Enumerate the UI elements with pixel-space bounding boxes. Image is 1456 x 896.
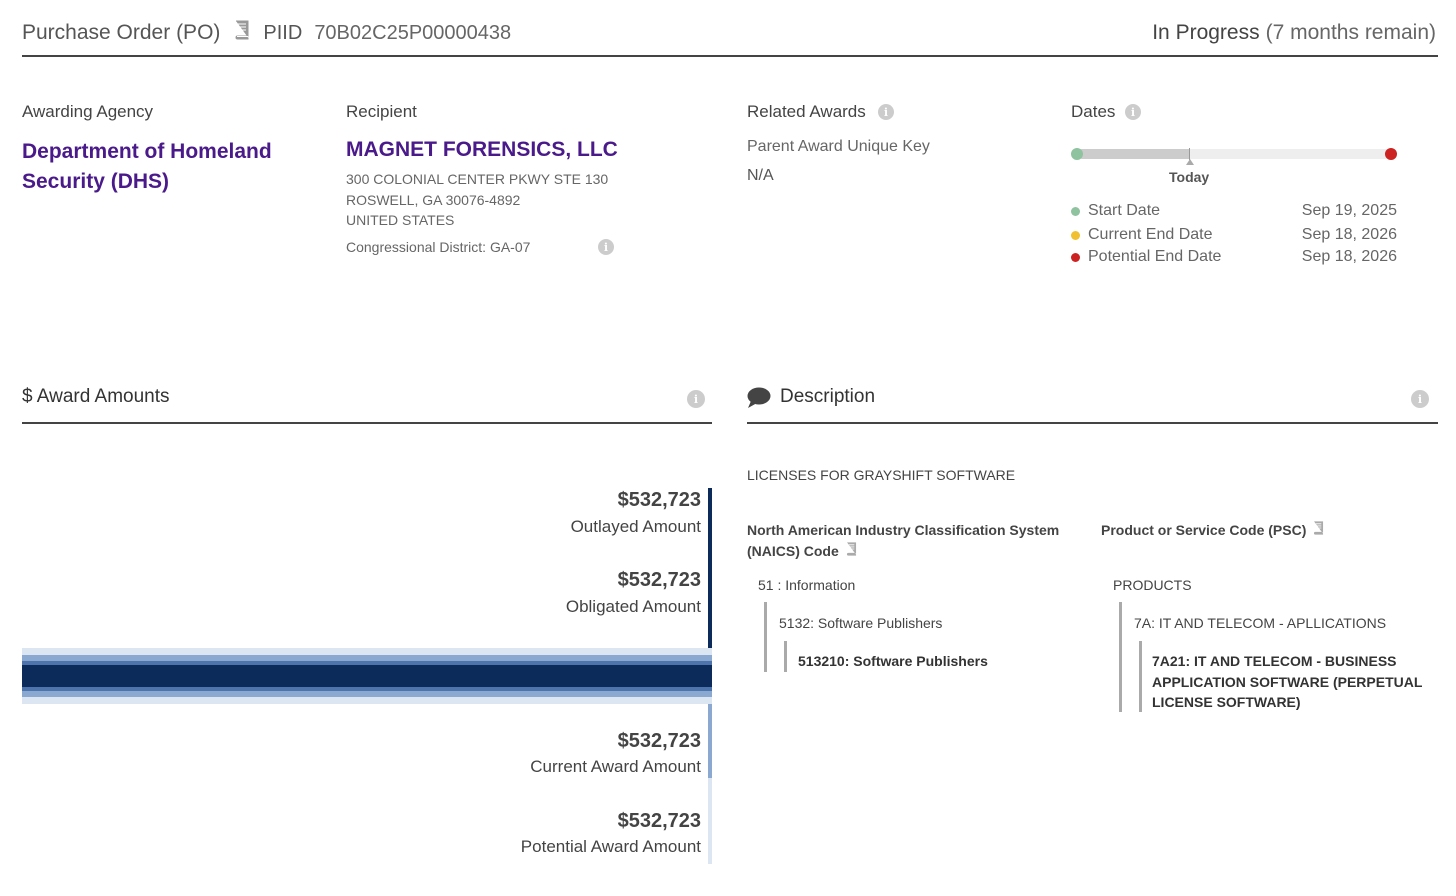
related-awards-info-icon[interactable]: i (878, 104, 894, 120)
congressional-district-info-icon[interactable]: i (598, 239, 614, 255)
awarding-agency-link[interactable]: Department of Homeland Security (DHS) (22, 137, 322, 197)
award-amounts-info-icon[interactable]: i (687, 390, 705, 408)
book-icon[interactable] (1312, 520, 1325, 541)
date-label: Potential End Date (1088, 248, 1222, 265)
date-value: Sep 18, 2026 (1301, 226, 1397, 243)
psc-level1: PRODUCTS (1113, 577, 1192, 593)
timeline-end-marker (1385, 148, 1397, 160)
psc-tree-line-1 (1119, 602, 1122, 712)
description-text: LICENSES FOR GRAYSHIFT SOFTWARE (747, 467, 1016, 483)
today-arrow-icon (1186, 159, 1194, 165)
speech-bubble-icon (747, 387, 771, 414)
status-remaining: (7 months remain) (1265, 21, 1436, 44)
psc-heading-text: Product or Service Code (PSC) (1101, 522, 1307, 538)
naics-tree-line-1 (764, 602, 767, 672)
award-header: Purchase Order (PO) PIID 70B02C25P000004… (22, 18, 511, 48)
date-label: Start Date (1088, 202, 1161, 219)
potential-end-date-dot-icon (1071, 252, 1080, 262)
description-info-icon[interactable]: i (1411, 390, 1429, 408)
timeline-today-label: Today (1169, 169, 1210, 185)
psc-level3-line3: LICENSE SOFTWARE) (1152, 694, 1301, 710)
status-text: In Progress (1152, 21, 1260, 44)
related-awards-label: Related Awards (747, 102, 866, 121)
piid-value: 70B02C25P00000438 (314, 21, 512, 44)
psc-level3-line1: 7A21: IT AND TELECOM - BUSINESS (1152, 653, 1397, 669)
naics-tree-line-2 (784, 641, 787, 672)
naics-heading-line2: (NAICS) Code (747, 541, 1087, 562)
header-divider (22, 55, 1438, 57)
current-award-bar (708, 704, 712, 778)
psc-tree-line-2 (1139, 641, 1142, 712)
psc-level2: 7A: IT AND TELECOM - APLLICATIONS (1134, 615, 1387, 631)
date-row-start: Start Date Sep 19, 2025 (1071, 200, 1397, 222)
description-title: Description (780, 386, 876, 407)
timeline-elapsed (1077, 149, 1190, 159)
recipient-address: 300 COLONIAL CENTER PKWY STE 130 ROSWELL… (346, 169, 608, 231)
naics-heading-text: (NAICS) Code (747, 543, 839, 559)
date-row-current-end: Current End Date Sep 18, 2026 (1071, 224, 1397, 246)
book-icon[interactable] (845, 541, 858, 562)
naics-heading: North American Industry Classification S… (747, 520, 1087, 562)
timeline-track (1077, 149, 1391, 159)
potential-award-bar (708, 778, 712, 864)
address-line1: 300 COLONIAL CENTER PKWY STE 130 (346, 171, 609, 187)
outlayed-band[interactable] (22, 665, 712, 687)
psc-level3: 7A21: IT AND TELECOM - BUSINESS APPLICAT… (1152, 651, 1422, 713)
potential-award-amount-value: $532,723 (617, 810, 701, 832)
dates-label: Dates (1071, 102, 1116, 121)
naics-level2: 5132: Software Publishers (779, 615, 943, 631)
recipient-label: Recipient (346, 102, 417, 121)
naics-heading-line1: North American Industry Classification S… (747, 522, 1060, 538)
dates-info-icon[interactable]: i (1125, 104, 1141, 120)
outlayed-amount-label: Outlayed Amount (570, 517, 701, 536)
psc-level3-line2: APPLICATION SOFTWARE (PERPETUAL (1152, 673, 1423, 690)
current-award-amount-value: $532,723 (617, 730, 701, 752)
outlayed-amount-value: $532,723 (617, 489, 701, 511)
award-amounts-title: $ Award Amounts (22, 386, 170, 407)
obligated-amount-label: Obligated Amount (565, 597, 701, 616)
date-label: Current End Date (1088, 226, 1213, 243)
award-type: Purchase Order (PO) (22, 21, 221, 44)
agency-name-line1: Department of Homeland (22, 140, 272, 163)
potential-award-amount-label: Potential Award Amount (520, 837, 701, 856)
date-value: Sep 18, 2026 (1301, 248, 1397, 265)
address-line2: ROSWELL, GA 30076-4892 (346, 191, 521, 208)
parent-award-key-label: Parent Award Unique Key (747, 138, 930, 155)
awarding-agency-label: Awarding Agency (22, 102, 154, 121)
description-divider (747, 422, 1438, 424)
award-amounts-divider (22, 422, 712, 424)
address-line3: UNITED STATES (346, 212, 455, 228)
naics-level1: 51 : Information (758, 577, 856, 593)
parent-award-key-value: N/A (747, 167, 774, 184)
book-icon[interactable] (233, 20, 251, 40)
timeline-today-marker (1189, 148, 1190, 160)
current-end-date-dot-icon (1071, 230, 1080, 240)
start-date-dot-icon (1071, 206, 1080, 216)
congressional-district: Congressional District: GA-07 (346, 239, 531, 255)
date-value: Sep 19, 2025 (1301, 202, 1397, 219)
timeline-start-marker (1071, 148, 1083, 160)
naics-level3: 513210: Software Publishers (798, 653, 988, 669)
award-status: In Progress (7 months remain) (1152, 18, 1436, 48)
outlayed-obligated-bar (708, 488, 712, 648)
obligated-amount-value: $532,723 (617, 569, 701, 591)
recipient-name-link[interactable]: MAGNET FORENSICS, LLC (346, 138, 618, 161)
agency-name-line2: Security (DHS) (22, 170, 170, 193)
date-row-potential-end: Potential End Date Sep 18, 2026 (1071, 246, 1397, 268)
psc-heading: Product or Service Code (PSC) (1101, 520, 1325, 541)
current-award-amount-label: Current Award Amount (530, 757, 701, 776)
piid-label: PIID (263, 21, 303, 44)
